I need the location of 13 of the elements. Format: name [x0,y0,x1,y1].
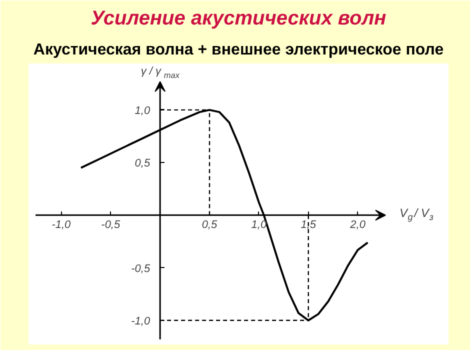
x-tick-label: 2,0 [349,219,366,232]
y-tick-label: 1,0 [134,104,151,117]
y-tick-label: -0,5 [131,262,151,275]
x-tick-label: -0,5 [101,219,121,232]
y-axis-title: γ / γmax [140,66,180,80]
x-tick-label: 1,0 [251,219,268,232]
y-tick-label: 0,5 [134,158,151,170]
x-tick-label: -1,0 [52,219,72,232]
y-tick-label: -1,0 [131,315,151,328]
chart-title: Усиление акустических волн [90,8,386,30]
x-tick-label: 0,5 [202,219,218,232]
x-tick-label: 1,5 [300,219,317,232]
chart-subtitle: Акустическая волна + внешнее электрическое поле [33,42,444,58]
